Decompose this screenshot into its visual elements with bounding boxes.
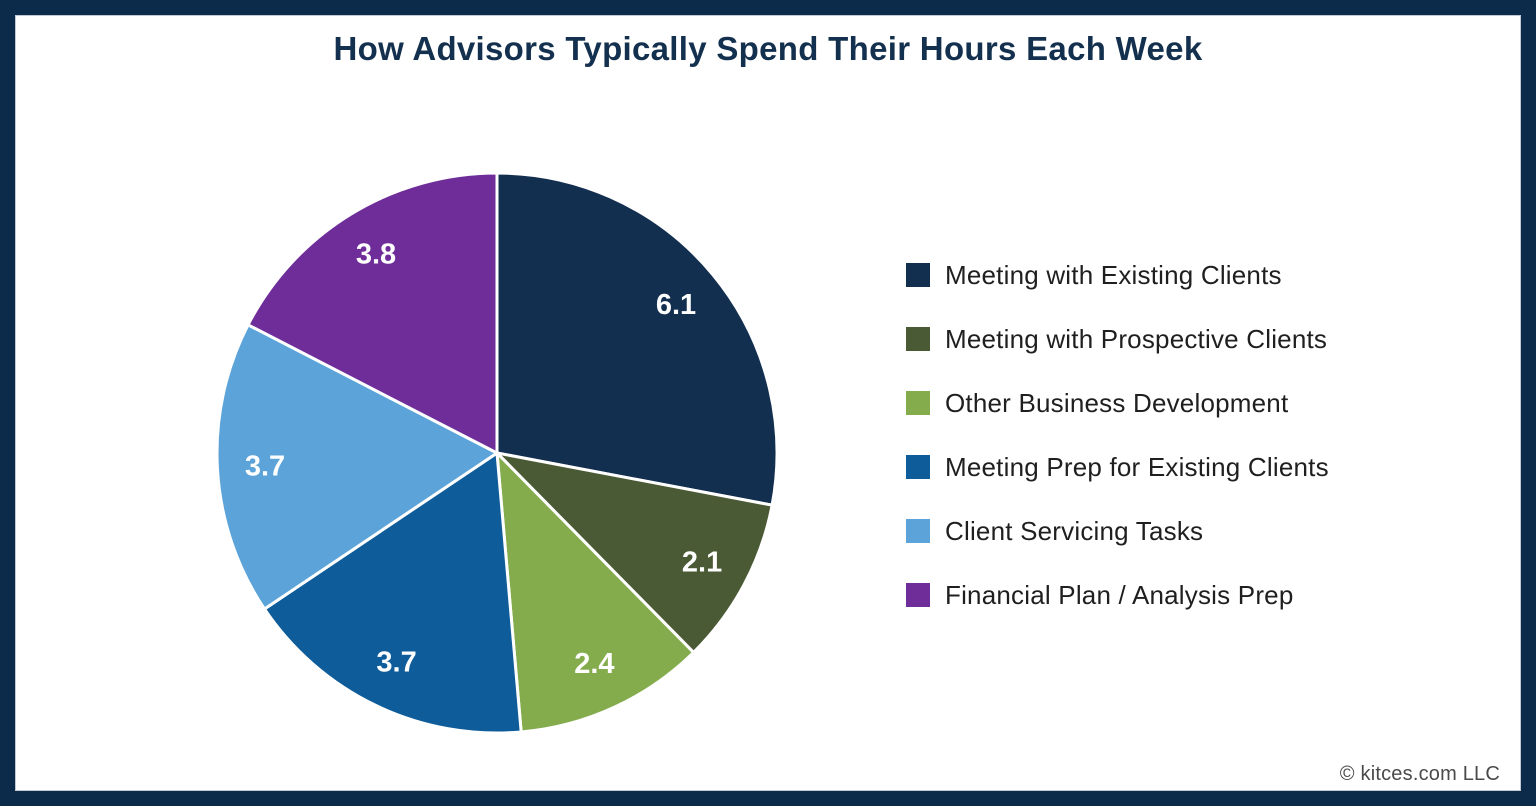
legend-swatch-icon [906, 263, 930, 287]
legend-swatch-icon [906, 519, 930, 543]
slice-value-label: 6.1 [656, 289, 696, 321]
legend-label: Meeting with Existing Clients [945, 259, 1282, 290]
pie-slice-other-business-development [495, 451, 696, 734]
legend-swatch-icon [906, 391, 930, 415]
slice-value-label: 3.8 [356, 239, 396, 271]
legend-item: Other Business Development [906, 388, 1329, 418]
slice-value-label: 2.4 [574, 648, 614, 680]
pie-slice-client-servicing-tasks [215, 323, 499, 611]
pie-chart: 6.1 2.1 2.4 3.7 3.7 3.8 [215, 171, 779, 735]
pie-slice-meeting-with-existing-clients [495, 171, 779, 507]
legend-label: Other Business Development [945, 387, 1289, 418]
legend-label: Meeting Prep for Existing Clients [945, 451, 1329, 482]
slice-value-label: 2.1 [682, 546, 722, 578]
legend-swatch-icon [906, 455, 930, 479]
legend-label: Financial Plan / Analysis Prep [945, 579, 1294, 610]
pie-slice-meeting-prep-for-existing-clients [262, 451, 523, 735]
chart-title: How Advisors Typically Spend Their Hours… [333, 30, 1203, 67]
chart-legend: Meeting with Existing Clients Meeting wit… [906, 260, 1329, 610]
legend-item: Meeting Prep for Existing Clients [906, 452, 1329, 482]
pie-slice-financial-plan-analysis-prep [246, 171, 499, 455]
pie-slice-meeting-with-prospective-clients [495, 451, 774, 654]
legend-swatch-icon [906, 327, 930, 351]
legend-item: Meeting with Prospective Clients [906, 324, 1329, 354]
slice-value-label: 3.7 [376, 647, 416, 679]
legend-label: Client Servicing Tasks [945, 515, 1204, 546]
legend-item: Financial Plan / Analysis Prep [906, 580, 1329, 610]
slice-value-label: 3.7 [245, 450, 285, 482]
legend-item: Meeting with Existing Clients [906, 260, 1329, 290]
copyright-attribution: © kitces.com LLC [1339, 763, 1500, 785]
legend-item: Client Servicing Tasks [906, 516, 1329, 546]
legend-label: Meeting with Prospective Clients [945, 323, 1328, 354]
legend-swatch-icon [906, 583, 930, 607]
